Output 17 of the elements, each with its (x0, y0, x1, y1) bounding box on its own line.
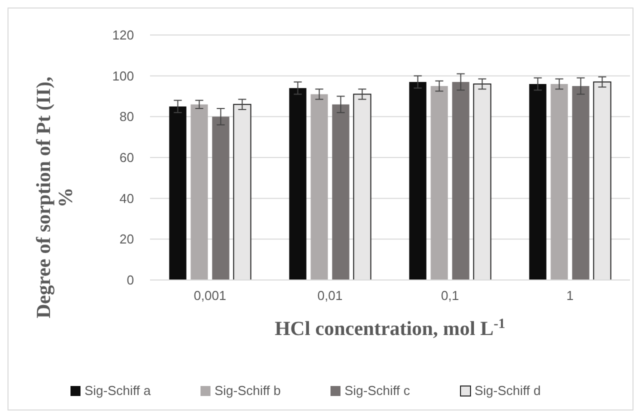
legend-label: Sig-Schiff c (344, 383, 411, 398)
legend-label: Sig-Schiff a (84, 383, 152, 398)
y-tick-label: 60 (120, 150, 134, 166)
y-tick-label: 0 (126, 272, 134, 288)
x-tick-label: 1 (566, 288, 574, 303)
y-tick-label: 40 (120, 190, 134, 206)
x-tick-label: 0,01 (317, 288, 343, 303)
x-tick-label: 0,001 (194, 288, 226, 303)
y-axis-title: Degree of sorption of Pt (II), % (33, 76, 77, 318)
x-axis-title: HCl concentration, mol L$^{-1}$ (274, 316, 506, 340)
legend-label: Sig-Schiff d (474, 383, 541, 398)
legend-label: Sig-Schiff b (214, 383, 281, 398)
x-tick-label: 0,1 (440, 288, 460, 303)
y-tick-label: 80 (120, 109, 134, 124)
y-tick-label: 20 (120, 232, 134, 247)
y-tick-label: 120 (112, 28, 134, 43)
y-tick-label: 100 (112, 68, 134, 84)
